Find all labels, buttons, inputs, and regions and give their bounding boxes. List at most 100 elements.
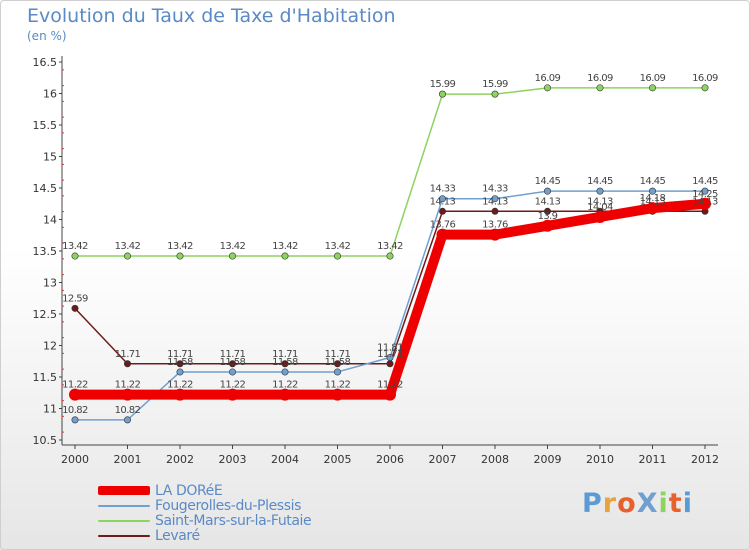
y-tick-label: 11.5 [33, 371, 58, 384]
data-label: 16.09 [587, 73, 613, 84]
data-label: 11.71 [377, 349, 403, 360]
x-tick-label: 2006 [376, 453, 404, 466]
data-point [176, 252, 184, 260]
x-tick-label: 2001 [114, 453, 142, 466]
data-point [71, 416, 79, 424]
chart-unit: (en %) [27, 29, 67, 43]
data-label: 13.76 [430, 220, 456, 231]
x-tick-label: 2003 [219, 453, 247, 466]
data-label: 11.22 [62, 380, 88, 391]
legend-swatch [98, 534, 150, 537]
legend-swatch [98, 486, 150, 495]
data-point [331, 388, 344, 401]
data-point [491, 207, 499, 215]
data-point [229, 360, 237, 368]
proxiti-logo: ProXiti [582, 488, 693, 519]
data-label: 11.71 [115, 349, 141, 360]
y-tick-label: 14.5 [33, 182, 58, 195]
data-label: 13.42 [220, 241, 246, 252]
logo-letter: o [617, 488, 637, 519]
data-point [541, 219, 554, 232]
y-tick-label: 15.5 [33, 119, 58, 132]
logo-letter: P [582, 488, 603, 519]
data-label: 14.13 [535, 196, 561, 207]
data-label: 11.22 [377, 380, 403, 391]
x-tick-label: 2010 [586, 453, 614, 466]
data-point [71, 304, 79, 312]
data-label: 14.13 [692, 196, 718, 207]
chart-title: Evolution du Taux de Taxe d'Habitation [27, 5, 396, 27]
data-point [648, 84, 656, 92]
data-point [701, 84, 709, 92]
data-label: 13.42 [325, 241, 351, 252]
data-label: 13.42 [115, 241, 141, 252]
data-label: 11.58 [167, 357, 193, 368]
chart-legend: LA DORéE Fougerolles-du-Plessis Saint-Mars… [98, 483, 312, 544]
legend-swatch [98, 504, 150, 507]
data-point [333, 368, 341, 376]
x-tick-label: 2005 [324, 453, 352, 466]
data-point [596, 187, 604, 195]
legend-label: Saint-Mars-sur-la-Futaie [155, 512, 312, 529]
data-label: 14.13 [587, 196, 613, 207]
y-tick-label: 12.5 [33, 308, 58, 321]
data-point [491, 90, 499, 98]
logo-letter: i [658, 488, 669, 519]
data-point [648, 187, 656, 195]
legend-swatch [98, 519, 150, 522]
data-label: 13.42 [377, 241, 403, 252]
data-label: 16.09 [535, 73, 561, 84]
data-point [229, 252, 237, 260]
data-point [386, 353, 394, 361]
legend-label: Fougerolles-du-Plessis [155, 497, 301, 514]
legend-item: Saint-Mars-sur-la-Futaie [98, 512, 312, 529]
y-tick-label: 10.5 [33, 434, 58, 447]
data-label: 14.33 [430, 184, 456, 195]
data-point [436, 228, 449, 241]
data-point [333, 360, 341, 368]
legend-item: LA DORéE [98, 483, 311, 499]
data-point [699, 197, 711, 210]
data-label: 14.25 [692, 189, 718, 200]
data-label: 14.45 [692, 176, 718, 187]
data-point [69, 388, 81, 401]
data-label: 14.04 [587, 202, 613, 213]
data-point [438, 207, 446, 215]
data-point [701, 187, 709, 195]
series-line [74, 210, 706, 365]
data-point [174, 388, 186, 401]
data-point [491, 195, 499, 203]
data-label: 11.71 [167, 349, 193, 360]
data-point [121, 388, 134, 401]
x-tick-label: 2000 [61, 453, 89, 466]
data-label: 11.71 [325, 349, 351, 360]
x-tick-label: 2002 [166, 453, 194, 466]
data-point [594, 210, 606, 223]
data-label: 13.42 [272, 241, 298, 252]
data-point [543, 187, 551, 195]
data-point [124, 360, 132, 368]
data-label: 14.33 [482, 184, 508, 195]
data-label: 13.42 [62, 241, 88, 252]
data-point [281, 252, 289, 260]
data-label: 11.58 [272, 357, 298, 368]
x-tick-label: 2009 [534, 453, 562, 466]
data-point [176, 360, 184, 368]
legend-item: Fougerolles-du-Plessis [98, 497, 311, 514]
data-point [543, 84, 551, 92]
logo-letter: i [682, 488, 693, 519]
data-label: 14.13 [482, 196, 508, 207]
data-point [489, 228, 501, 241]
y-tick-label: 14 [43, 214, 57, 227]
data-label: 13.9 [538, 211, 558, 222]
logo-letter: r [602, 488, 618, 519]
data-point [124, 416, 132, 424]
data-label: 12.59 [62, 293, 88, 304]
y-tick-label: 11 [43, 403, 57, 416]
y-tick-label: 13.5 [33, 245, 58, 258]
data-label: 13.76 [482, 220, 508, 231]
data-label: 11.22 [325, 380, 351, 391]
data-label: 10.82 [115, 405, 141, 416]
y-tick-label: 12 [43, 340, 57, 353]
x-tick-label: 2012 [691, 453, 719, 466]
